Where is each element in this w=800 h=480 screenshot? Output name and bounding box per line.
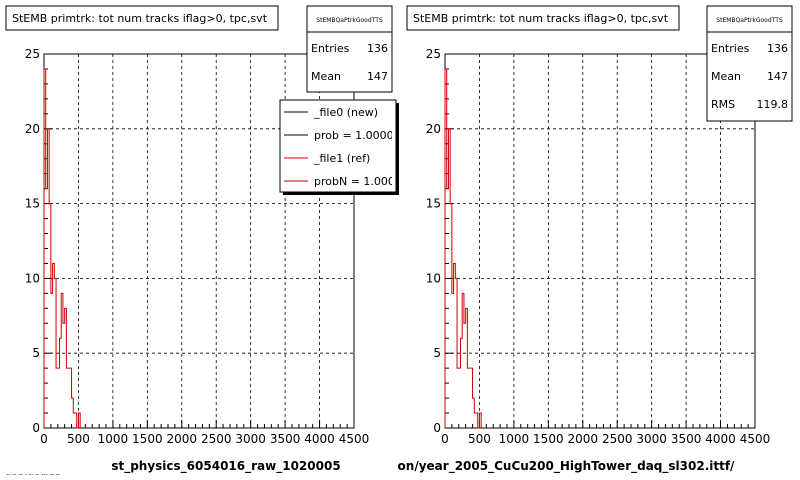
stats-label: Mean [311,70,341,83]
stats-label: RMS [711,98,735,111]
legend-label: probN = 1.000000 [314,175,416,188]
y-tick-label: 10 [25,271,40,285]
y-tick-label: 10 [426,271,441,285]
stats-box [306,5,393,93]
x-axis-label: on/year_2005_CuCu200_HighTower_daq_sl302… [398,459,736,474]
x-tick-label: 0 [441,432,449,446]
y-tick-label: 25 [25,47,40,61]
stats-value: 136 [367,42,388,55]
y-tick-label: 20 [426,122,441,136]
y-tick-label: 5 [32,346,40,360]
footer-text: -- -- -- - -- -- --- -- -- [6,471,60,478]
legend-box [279,99,397,193]
x-tick-label: 4500 [339,432,370,446]
x-tick-label: 4000 [705,432,736,446]
x-tick-label: 1000 [98,432,129,446]
x-tick-label: 500 [468,432,491,446]
x-tick-label: 2500 [201,432,232,446]
x-tick-label: 0 [40,432,48,446]
chart-title: StEMB primtrk: tot num tracks iflag>0, t… [12,12,268,25]
y-tick-label: 0 [32,421,40,435]
legend-label: _file1 (ref) [313,152,370,165]
x-tick-label: 3000 [636,432,667,446]
stats-name: StEMBQaPtrkGoodTTS [716,17,783,24]
x-tick-label: 500 [67,432,90,446]
stats-label: Entries [311,42,350,55]
legend-label: prob = 1.000000 [314,129,408,142]
legend: _file0 (new) prob = 1.000000 _file1 (ref) p… [284,106,416,188]
stats-label: Entries [711,42,750,55]
y-tick-label: 0 [433,421,441,435]
x-tick-label: 3000 [235,432,266,446]
x-tick-label: 1000 [499,432,530,446]
title-box [5,5,279,31]
stats-label: Mean [711,70,741,83]
y-tick-label: 20 [25,122,40,136]
title-box [406,5,680,31]
y-tick-label: 15 [426,197,441,211]
histogram-series-line [444,68,482,429]
x-tick-label: 4500 [740,432,771,446]
x-axis-label: st_physics_6054016_raw_1020005 [111,459,340,474]
legend-label: _file0 (new) [313,106,378,119]
x-tick-label: 2000 [568,432,599,446]
stats-value: 147 [767,70,788,83]
x-tick-label: 3500 [671,432,702,446]
stats-value: 119.8 [757,98,789,111]
histogram-panel: 0 500 1000 1500 2000 2500 3000 3500 4000 4500 0 5 10… [398,5,793,474]
chart-title: StEMB primtrk: tot num tracks iflag>0, t… [413,12,669,25]
stats-value: 147 [367,70,388,83]
stats-box [706,5,793,122]
histogram-panel: 0 500 1000 1500 2000 2500 3000 3500 4000 4500 0 5 10… [5,5,416,474]
stats-name: StEMBQaPtrkGoodTTS [316,17,383,24]
x-tick-label: 2000 [167,432,198,446]
histogram-series-line [43,68,81,429]
stats-value: 136 [767,42,788,55]
x-tick-label: 3500 [270,432,301,446]
y-tick-label: 15 [25,197,40,211]
x-tick-label: 4000 [304,432,335,446]
y-tick-label: 25 [426,47,441,61]
x-tick-label: 1500 [533,432,564,446]
plot-frame [444,53,756,429]
x-tick-label: 2500 [602,432,633,446]
x-tick-label: 1500 [132,432,163,446]
y-tick-label: 5 [433,346,441,360]
